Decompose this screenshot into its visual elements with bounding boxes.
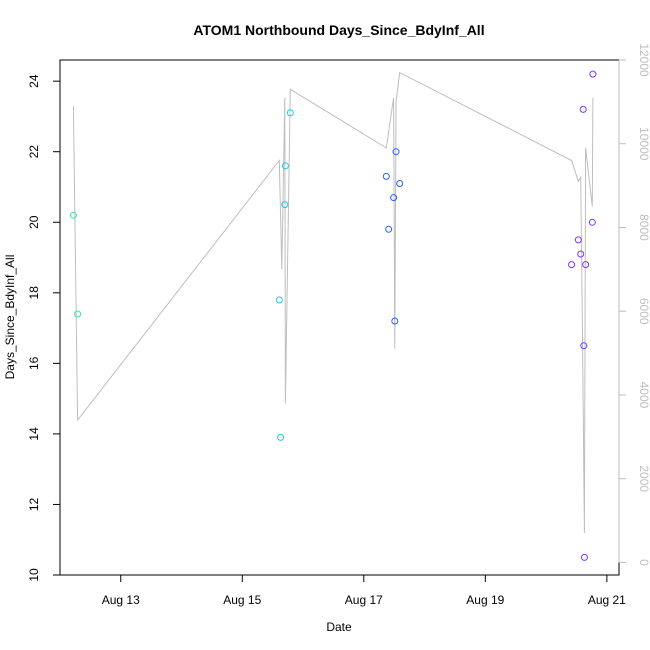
y-axis-left: 10 12 14 16 18 20 22 24 (27, 74, 61, 582)
data-point (589, 70, 597, 78)
y2-tick-label: 2000 (637, 465, 650, 492)
data-point (580, 553, 588, 561)
y2-tick-label: 4000 (637, 382, 650, 409)
data-point (281, 162, 289, 170)
y-tick-label: 20 (27, 215, 41, 229)
data-point (391, 317, 399, 325)
data-point (574, 236, 582, 244)
y2-tick-label: 10000 (637, 127, 650, 161)
x-axis-label: Date (326, 620, 352, 634)
data-point (275, 296, 283, 304)
data-point (286, 109, 294, 117)
chart-title: ATOM1 Northbound Days_Since_BdyInf_All (193, 22, 484, 38)
data-point (382, 172, 390, 180)
data-point (281, 201, 289, 209)
y-axis-label: Days_Since_BdyInf_All (3, 255, 17, 380)
x-tick-label: Aug 21 (588, 593, 626, 607)
y-axis-right: 0 2000 4000 6000 8000 10000 12000 (618, 43, 650, 566)
y-tick-label: 18 (27, 286, 41, 300)
y2-tick-label: 8000 (637, 214, 650, 241)
x-tick-label: Aug 17 (345, 593, 383, 607)
data-point (568, 261, 576, 269)
data-point (385, 225, 393, 233)
data-point (69, 211, 77, 219)
y-tick-label: 22 (27, 145, 41, 159)
data-point (277, 433, 285, 441)
data-point (390, 194, 398, 202)
y2-tick-label: 6000 (637, 298, 650, 325)
y-tick-label: 14 (27, 427, 41, 441)
secondary-line-layer (72, 71, 594, 534)
y2-tick-label: 12000 (637, 43, 650, 77)
data-point (579, 105, 587, 113)
y-tick-label: 10 (27, 568, 41, 582)
y-tick-label: 12 (27, 497, 41, 511)
y-tick-label: 24 (27, 74, 41, 88)
points-layer (69, 70, 597, 561)
y2-tick-label: 0 (637, 559, 650, 566)
x-tick-label: Aug 13 (102, 593, 140, 607)
data-point (580, 342, 588, 350)
data-point (392, 148, 400, 156)
x-tick-label: Aug 19 (466, 593, 504, 607)
x-tick-label: Aug 15 (223, 593, 261, 607)
data-point (74, 310, 82, 318)
data-point (396, 180, 404, 187)
data-point (577, 250, 585, 258)
data-point (588, 218, 596, 226)
data-point (582, 261, 590, 269)
y-tick-label: 16 (27, 356, 41, 370)
secondary-series-line (72, 71, 594, 534)
plot-frame (59, 59, 620, 576)
x-axis: Aug 13 Aug 15 Aug 17 Aug 19 Aug 21 (102, 574, 626, 607)
